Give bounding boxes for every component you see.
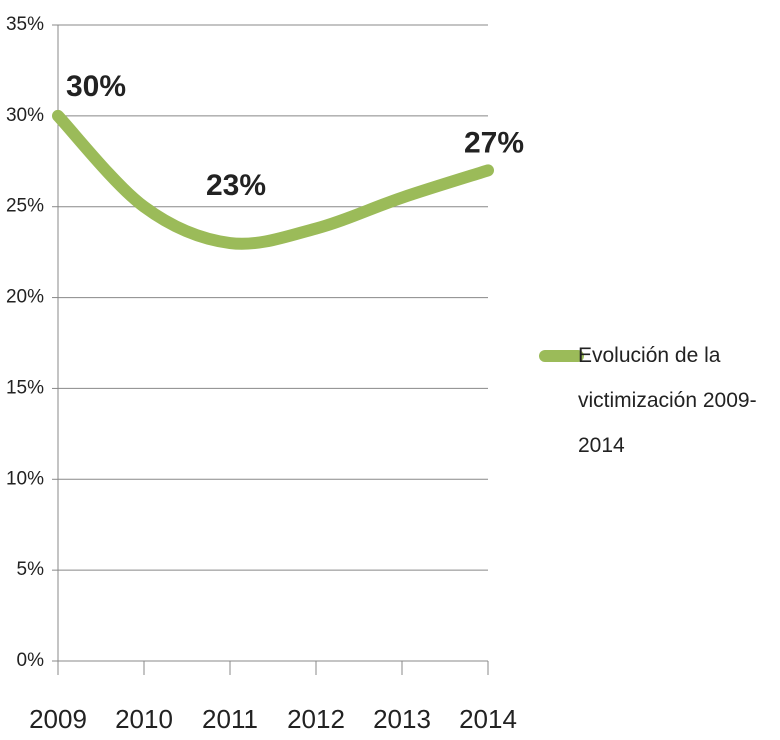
y-tick-label: 30% bbox=[6, 105, 44, 126]
x-tick-label: 2012 bbox=[287, 704, 345, 734]
y-tick-label: 25% bbox=[6, 196, 44, 217]
y-tick-label: 5% bbox=[17, 559, 45, 580]
x-tick-label: 2010 bbox=[115, 704, 173, 734]
y-tick-label: 35% bbox=[6, 14, 44, 35]
x-tick-label: 2009 bbox=[29, 704, 87, 734]
x-tick-label: 2014 bbox=[459, 704, 517, 734]
y-tick-label: 0% bbox=[17, 650, 45, 671]
data-label: 27% bbox=[464, 126, 524, 159]
line bbox=[52, 109, 494, 250]
y-tick-label: 15% bbox=[6, 377, 44, 398]
x-tick-label: 2011 bbox=[202, 704, 258, 734]
y-tick-label: 10% bbox=[6, 468, 44, 489]
data-label: 23% bbox=[206, 169, 266, 202]
legend-label: Evolución de la victimización 2009-2014 bbox=[578, 344, 757, 457]
y-tick-label: 20% bbox=[6, 287, 44, 308]
data-label: 30% bbox=[66, 70, 126, 103]
x-tick-label: 2013 bbox=[373, 704, 431, 734]
